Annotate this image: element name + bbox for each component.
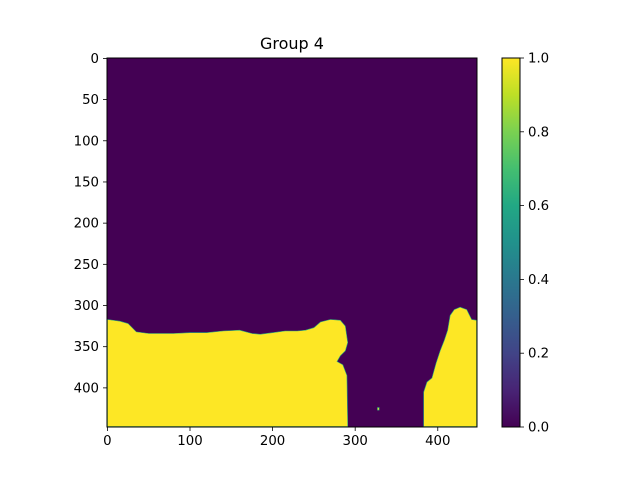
y-tick-label: 400 [74, 381, 99, 396]
colorbar-tick-label: 0.2 [528, 347, 549, 362]
colorbar-axis: 0.0 0.2 0.4 0.6 0.8 1.0 [520, 52, 549, 436]
y-tick-label: 150 [74, 175, 99, 190]
colorbar-frame [501, 57, 521, 428]
heatmap-region-2 [423, 306, 477, 427]
colorbar-tick-label: 1.0 [528, 52, 549, 67]
y-tick-label: 300 [74, 299, 99, 314]
colorbar-tick-label: 0.6 [528, 199, 549, 214]
x-tick-label: 300 [342, 434, 367, 449]
x-tick-label: 400 [425, 434, 450, 449]
heatmap-region-3 [377, 407, 380, 411]
colorbar-tick-label: 0.0 [528, 421, 549, 436]
y-tick-label: 100 [74, 134, 99, 149]
y-axis: 0 50 100 150 200 250 300 350 400 [74, 52, 107, 396]
y-tick-label: 50 [82, 93, 99, 108]
y-tick-label: 0 [91, 52, 99, 67]
colorbar-tick-label: 0.4 [528, 273, 549, 288]
x-tick-label: 0 [103, 434, 111, 449]
chart-title: Group 4 [260, 34, 324, 53]
y-tick-label: 350 [74, 340, 99, 355]
x-tick-label: 200 [260, 434, 285, 449]
heatmap-region-1 [107, 319, 349, 427]
colorbar-gradient [502, 58, 520, 427]
y-tick-label: 200 [74, 217, 99, 232]
colorbar: 0.0 0.2 0.4 0.6 0.8 1.0 [501, 52, 549, 436]
plot-frame [106, 57, 478, 428]
x-tick-label: 100 [177, 434, 202, 449]
heatmap-image [107, 58, 477, 427]
x-axis: 0 100 200 300 400 [103, 427, 450, 449]
colorbar-tick-label: 0.8 [528, 125, 549, 140]
y-tick-label: 250 [74, 258, 99, 273]
